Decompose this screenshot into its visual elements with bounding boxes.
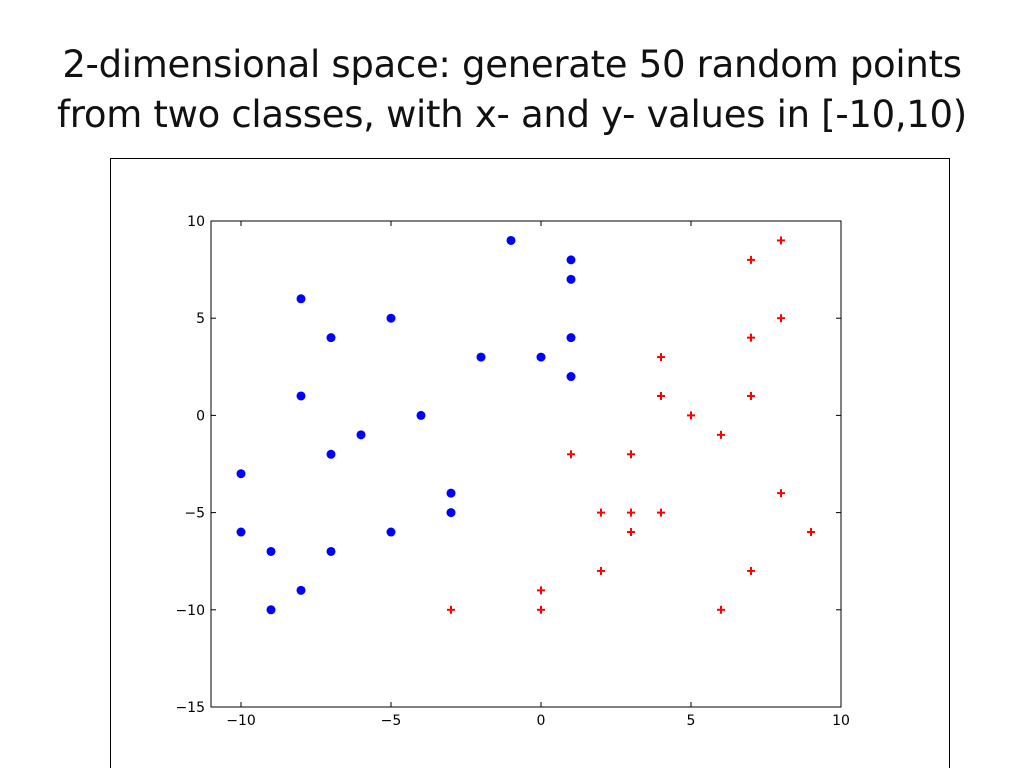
- red-plus-point: [777, 489, 785, 498]
- blue-point: [326, 333, 336, 343]
- blue-point: [506, 235, 516, 245]
- blue-point: [356, 430, 366, 440]
- red-plus-point: [627, 450, 635, 459]
- data-points: [236, 235, 815, 615]
- blue-point: [446, 488, 456, 498]
- blue-point: [566, 255, 576, 265]
- red-plus-point: [717, 605, 725, 614]
- red-plus-point: [777, 314, 785, 323]
- slide-title-line-2: from two classes, with x- and y- values …: [57, 93, 967, 136]
- y-tick-label: −5: [184, 506, 205, 522]
- slide-title: 2-dimensional space: generate 50 random …: [0, 40, 1024, 140]
- y-tick-label: −15: [175, 700, 205, 716]
- red-plus-point: [777, 236, 785, 245]
- blue-point: [266, 546, 276, 556]
- red-plus-point: [747, 566, 755, 575]
- red-plus-point: [657, 391, 665, 400]
- blue-point: [296, 294, 306, 304]
- blue-point: [326, 546, 336, 556]
- red-plus-point: [447, 605, 455, 614]
- figure-frame: [110, 158, 950, 768]
- slide-title-line-1: 2-dimensional space: generate 50 random …: [62, 43, 962, 86]
- red-plus-point: [687, 411, 695, 420]
- blue-circle-series: [236, 235, 576, 615]
- y-axis-ticks: −15 −10 −5 0 5 10: [175, 214, 841, 716]
- blue-point: [386, 527, 396, 537]
- blue-point: [446, 508, 456, 518]
- red-plus-point: [717, 430, 725, 439]
- red-plus-point: [597, 566, 605, 575]
- red-plus-point: [747, 333, 755, 342]
- x-tick-label: −5: [381, 713, 402, 729]
- red-plus-point: [657, 508, 665, 517]
- blue-point: [386, 313, 396, 323]
- blue-point: [296, 585, 306, 595]
- blue-point: [476, 352, 486, 362]
- x-tick-label: 10: [832, 713, 850, 729]
- red-plus-point: [537, 586, 545, 595]
- x-axis-ticks: −10 −5 0 5 10: [226, 221, 850, 729]
- x-tick-label: 5: [687, 713, 696, 729]
- y-tick-label: 5: [196, 311, 205, 327]
- red-plus-point: [747, 391, 755, 400]
- blue-point: [416, 410, 426, 420]
- red-plus-point: [627, 508, 635, 517]
- x-tick-label: −10: [226, 713, 256, 729]
- y-tick-label: 0: [196, 408, 205, 424]
- red-plus-point: [537, 605, 545, 614]
- blue-point: [326, 449, 336, 459]
- plot-axes-box: [210, 220, 842, 708]
- red-plus-point: [597, 508, 605, 517]
- blue-point: [236, 469, 246, 479]
- blue-point: [566, 333, 576, 343]
- blue-point: [236, 527, 246, 537]
- blue-point: [566, 372, 576, 382]
- red-plus-point: [807, 528, 815, 537]
- y-tick-label: −10: [175, 603, 205, 619]
- blue-point: [536, 352, 546, 362]
- red-plus-series: [447, 236, 815, 614]
- x-tick-label: 0: [537, 713, 546, 729]
- red-plus-point: [657, 353, 665, 362]
- red-plus-point: [627, 528, 635, 537]
- red-plus-point: [567, 450, 575, 459]
- blue-point: [566, 274, 576, 284]
- red-plus-point: [747, 255, 755, 264]
- blue-point: [266, 605, 276, 615]
- y-tick-label: 10: [187, 214, 205, 230]
- blue-point: [296, 391, 306, 401]
